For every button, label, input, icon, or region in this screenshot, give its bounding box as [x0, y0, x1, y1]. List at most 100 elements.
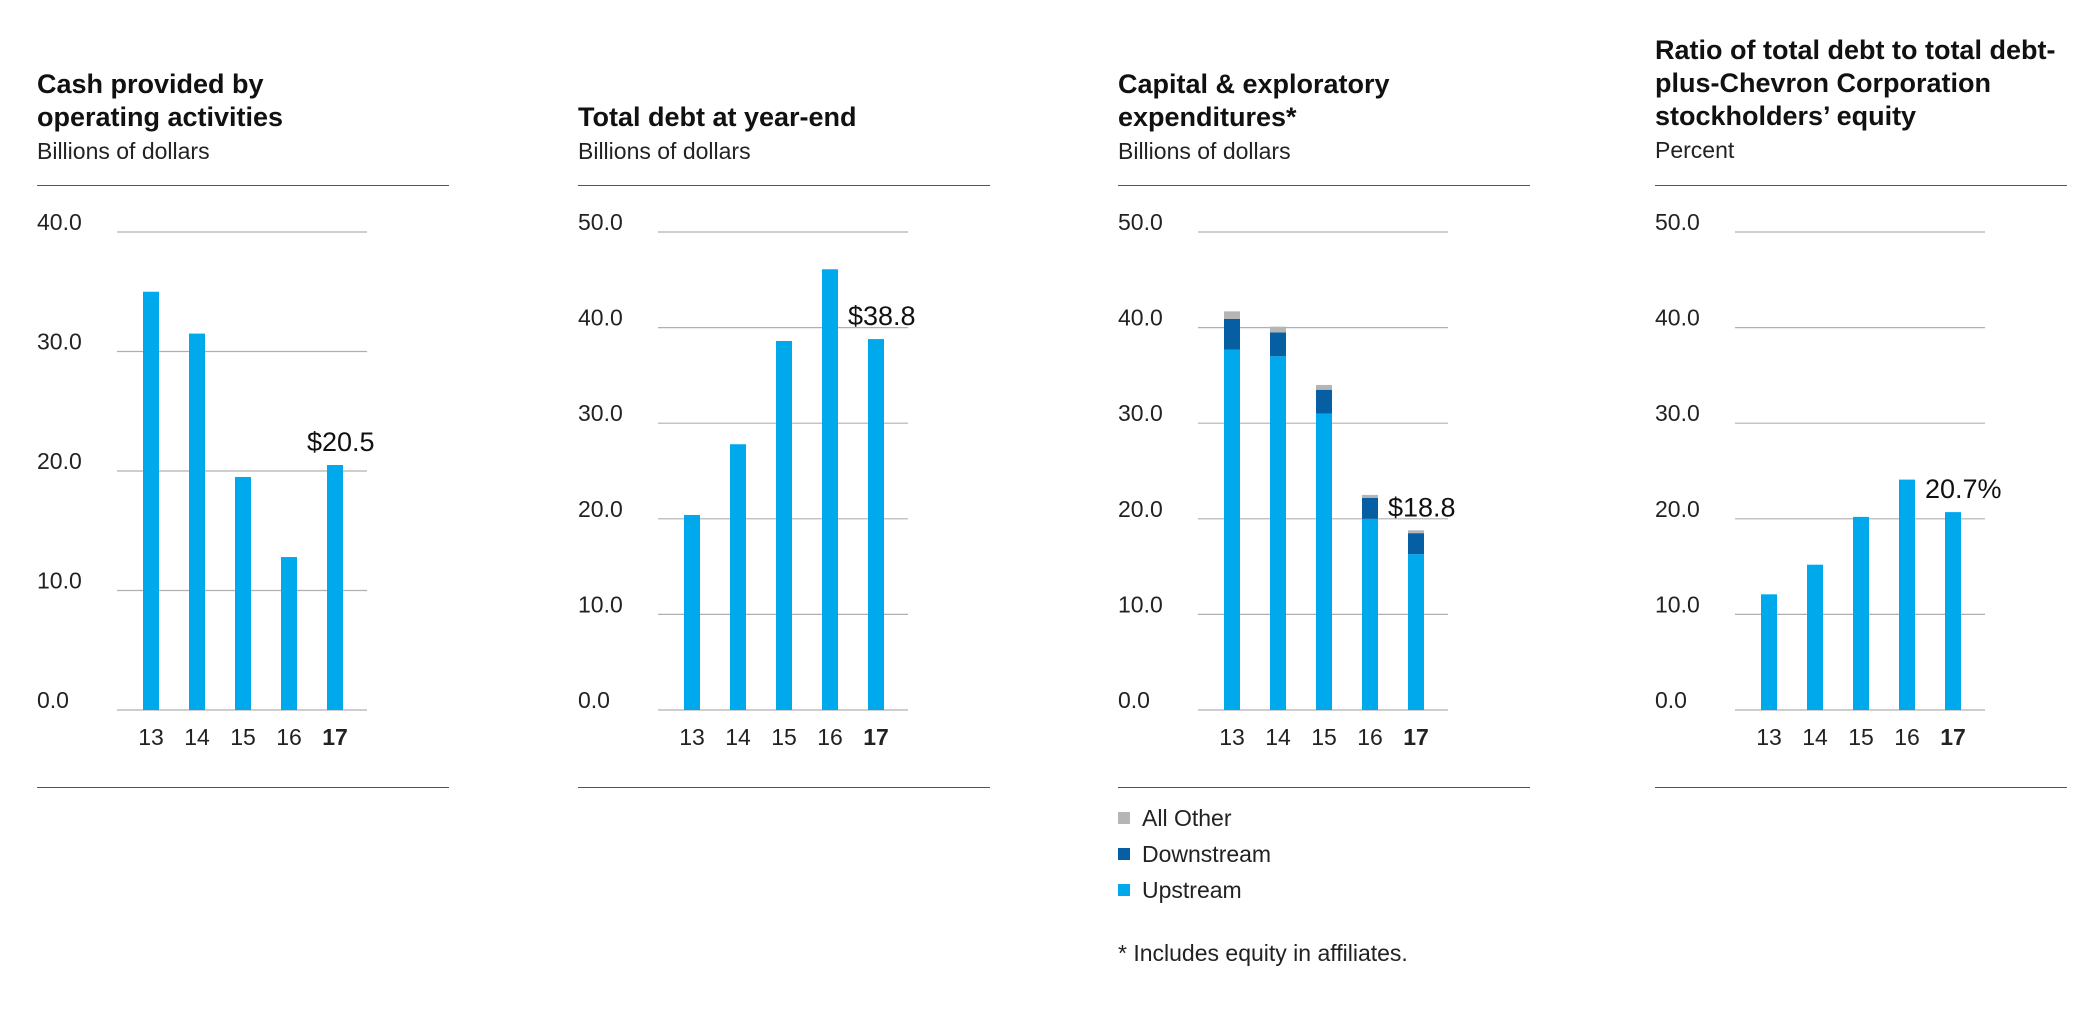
bar-segment-downstream — [1270, 332, 1286, 357]
value-annotation: $38.8 — [848, 301, 916, 331]
legend-swatch-downstream — [1118, 848, 1130, 860]
bar — [1761, 594, 1777, 710]
value-annotation: $20.5 — [307, 427, 375, 457]
bottom-rule — [1655, 787, 2067, 788]
bar-segment-upstream — [1270, 356, 1286, 710]
bar — [189, 333, 205, 710]
y-tick-label: 50.0 — [1118, 209, 1163, 235]
y-tick-label: 20.0 — [1118, 496, 1163, 522]
chart-subtitle: Billions of dollars — [37, 138, 210, 164]
x-tick-label: 17 — [1403, 724, 1429, 750]
value-annotation: 20.7% — [1925, 474, 2002, 504]
y-tick-label: 40.0 — [1655, 305, 1700, 331]
bar-segment-all-other — [1362, 494, 1378, 498]
x-tick-label: 14 — [184, 724, 210, 750]
y-tick-label: 40.0 — [578, 305, 623, 331]
bar — [1807, 564, 1823, 710]
y-tick-label: 20.0 — [37, 448, 82, 474]
x-tick-label: 16 — [276, 724, 302, 750]
top-rule — [1118, 185, 1530, 186]
bar — [327, 465, 343, 710]
chart-title: Ratio of total debt to total debt-plus-C… — [1655, 35, 2056, 131]
y-tick-label: 10.0 — [1118, 591, 1163, 617]
bar-segment-downstream — [1316, 389, 1332, 414]
top-rule — [578, 185, 990, 186]
x-tick-label: 13 — [1756, 724, 1782, 750]
x-tick-label: 13 — [679, 724, 705, 750]
x-tick-label: 17 — [1940, 724, 1966, 750]
bar — [684, 514, 700, 710]
bar-segment-downstream — [1408, 533, 1424, 555]
chart-title: Total debt at year-end — [578, 102, 857, 132]
bar — [1945, 512, 1961, 710]
bar — [235, 476, 251, 710]
chart-panel-capex: Capital & exploratory expenditures* Bill… — [1118, 0, 1533, 1018]
legend-item-all-other: All Other — [1118, 800, 1271, 836]
bar — [1899, 479, 1915, 710]
x-tick-label: 13 — [1219, 724, 1245, 750]
bar — [730, 444, 746, 710]
x-tick-label: 17 — [322, 724, 348, 750]
x-tick-label: 15 — [771, 724, 797, 750]
y-tick-label: 0.0 — [37, 687, 69, 713]
bar — [776, 340, 792, 710]
x-tick-label: 16 — [817, 724, 843, 750]
y-tick-label: 30.0 — [578, 400, 623, 426]
bar — [1853, 516, 1869, 710]
x-tick-label: 17 — [863, 724, 889, 750]
y-tick-label: 0.0 — [1655, 687, 1687, 713]
chart-plot: 0.0 10.0 20.0 30.0 40.0 50.0 13 14 15 16 17 $18.8 — [1118, 209, 1456, 750]
y-tick-label: 10.0 — [578, 591, 623, 617]
chart-title-block: Cash provided by operating activities Bi… — [37, 68, 457, 166]
legend-swatch-all-other — [1118, 812, 1130, 824]
bottom-rule — [1118, 787, 1530, 788]
chart-footnote: * Includes equity in affiliates. — [1118, 940, 1408, 966]
chart-plot: 0.0 10.0 20.0 30.0 40.0 50.0 13 14 15 16 17 20.7% — [1655, 209, 2002, 750]
chart-plot: 0.0 10.0 20.0 30.0 40.0 13 14 15 16 17 $20.5 — [37, 209, 375, 750]
chart-title: Cash provided by operating activities — [37, 69, 284, 132]
y-tick-label: 40.0 — [37, 209, 82, 235]
chart-panel-debt: Total debt at year-end Billions of dolla… — [578, 0, 993, 1018]
x-tick-label: 15 — [1848, 724, 1874, 750]
bar-segment-upstream — [1316, 413, 1332, 710]
legend-label: All Other — [1142, 804, 1232, 831]
y-tick-label: 30.0 — [1118, 400, 1163, 426]
bar — [143, 291, 159, 710]
x-tick-label: 13 — [138, 724, 164, 750]
y-tick-label: 20.0 — [578, 496, 623, 522]
y-tick-label: 50.0 — [578, 209, 623, 235]
bar-segment-upstream — [1224, 349, 1240, 710]
chart-subtitle: Percent — [1655, 137, 1735, 163]
chart-legend: All Other Downstream Upstream — [1118, 800, 1271, 908]
top-rule — [1655, 185, 2067, 186]
legend-item-upstream: Upstream — [1118, 872, 1271, 908]
x-tick-label: 14 — [725, 724, 751, 750]
x-tick-label: 15 — [1311, 724, 1337, 750]
chart-subtitle: Billions of dollars — [1118, 138, 1291, 164]
bar-segment-upstream — [1362, 518, 1378, 710]
x-tick-label: 14 — [1265, 724, 1291, 750]
bar-segment-upstream — [1408, 554, 1424, 710]
bar-segment-downstream — [1362, 497, 1378, 519]
y-tick-label: 20.0 — [1655, 496, 1700, 522]
bar-segment-all-other — [1224, 311, 1240, 319]
bar-segment-all-other — [1316, 384, 1332, 390]
top-rule — [37, 185, 449, 186]
x-tick-label: 15 — [230, 724, 256, 750]
bottom-rule — [578, 787, 990, 788]
chart-title-block: Ratio of total debt to total debt-plus-C… — [1655, 34, 2075, 165]
bar-segment-all-other — [1270, 326, 1286, 333]
y-tick-label: 10.0 — [37, 568, 82, 594]
chart-subtitle: Billions of dollars — [578, 138, 751, 164]
legend-item-downstream: Downstream — [1118, 836, 1271, 872]
chart-plot: 0.0 10.0 20.0 30.0 40.0 50.0 13 14 15 16 17 $38.8 — [578, 209, 916, 750]
value-annotation: $18.8 — [1388, 492, 1456, 522]
legend-label: Upstream — [1142, 876, 1242, 903]
bar — [281, 557, 297, 710]
bottom-rule — [37, 787, 449, 788]
chart-panel-cash: Cash provided by operating activities Bi… — [37, 0, 452, 1018]
x-tick-label: 16 — [1357, 724, 1383, 750]
bar-segment-all-other — [1408, 530, 1424, 534]
y-tick-label: 50.0 — [1655, 209, 1700, 235]
y-tick-label: 0.0 — [1118, 687, 1150, 713]
